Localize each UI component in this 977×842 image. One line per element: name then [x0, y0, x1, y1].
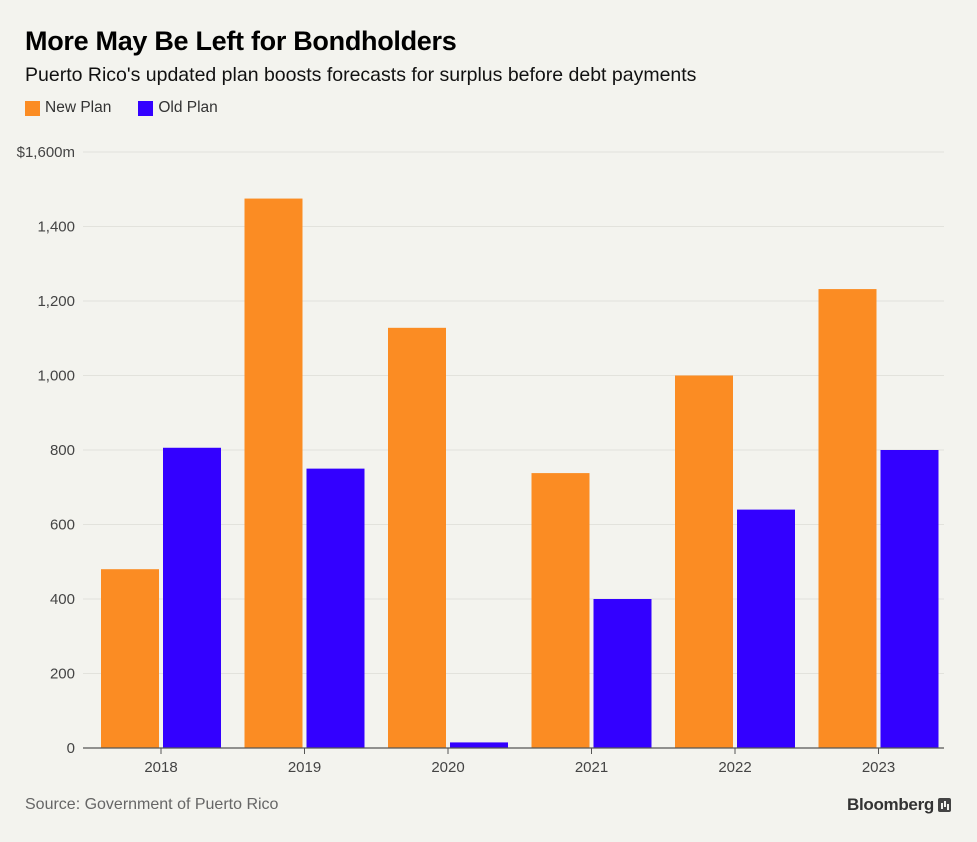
bar-old-plan-2023 — [880, 450, 939, 748]
legend-swatch-old-plan — [138, 100, 154, 116]
y-tick-label-1600: $1,600m — [17, 144, 75, 161]
source-note: Source: Government of Puerto Rico — [25, 796, 279, 813]
legend: New Plan Old Plan — [25, 99, 245, 117]
legend-label-old-plan: Old Plan — [158, 99, 218, 116]
bar-new-plan-2018 — [101, 569, 159, 748]
y-tick-label-200: 200 — [50, 666, 75, 683]
legend-label-new-plan: New Plan — [45, 99, 112, 116]
y-tick-label-0: 0 — [67, 740, 75, 757]
y-tick-label-1400: 1,400 — [37, 219, 75, 236]
y-tick-label-400: 400 — [50, 591, 75, 608]
legend-item-old-plan: Old Plan — [138, 99, 218, 117]
x-tick-label-2022: 2022 — [718, 759, 751, 776]
chart-title: More May Be Left for Bondholders — [25, 26, 457, 56]
bar-new-plan-2021 — [531, 473, 590, 748]
bar-new-plan-2023 — [818, 289, 877, 748]
bar-old-plan-2018 — [163, 447, 221, 748]
legend-item-new-plan: New Plan — [25, 99, 111, 117]
y-tick-label-1000: 1,000 — [37, 368, 75, 385]
brand-name: Bloomberg — [846, 795, 934, 814]
bar-old-plan-2021 — [593, 599, 652, 748]
legend-swatch-new-plan — [25, 100, 40, 116]
bar-old-plan-2020 — [450, 742, 508, 748]
x-tick-label-2018: 2018 — [144, 759, 177, 776]
bar-new-plan-2020 — [388, 327, 446, 748]
bar-new-plan-2019 — [244, 198, 303, 748]
x-tick-label-2021: 2021 — [575, 759, 608, 776]
bloomberg-chart-icon — [938, 798, 951, 812]
y-tick-label-600: 600 — [50, 517, 75, 534]
bar-old-plan-2022 — [737, 509, 795, 748]
bar-old-plan-2019 — [306, 468, 365, 748]
x-tick-label-2020: 2020 — [431, 759, 464, 776]
x-tick-label-2023: 2023 — [862, 759, 895, 776]
chart-subtitle: Puerto Rico's updated plan boosts foreca… — [25, 64, 697, 86]
x-tick-label-2019: 2019 — [288, 759, 321, 776]
y-tick-label-1200: 1,200 — [37, 293, 75, 310]
brand-logo: Bloomberg — [847, 795, 951, 815]
bar-new-plan-2022 — [675, 375, 733, 748]
y-tick-label-800: 800 — [50, 442, 75, 459]
